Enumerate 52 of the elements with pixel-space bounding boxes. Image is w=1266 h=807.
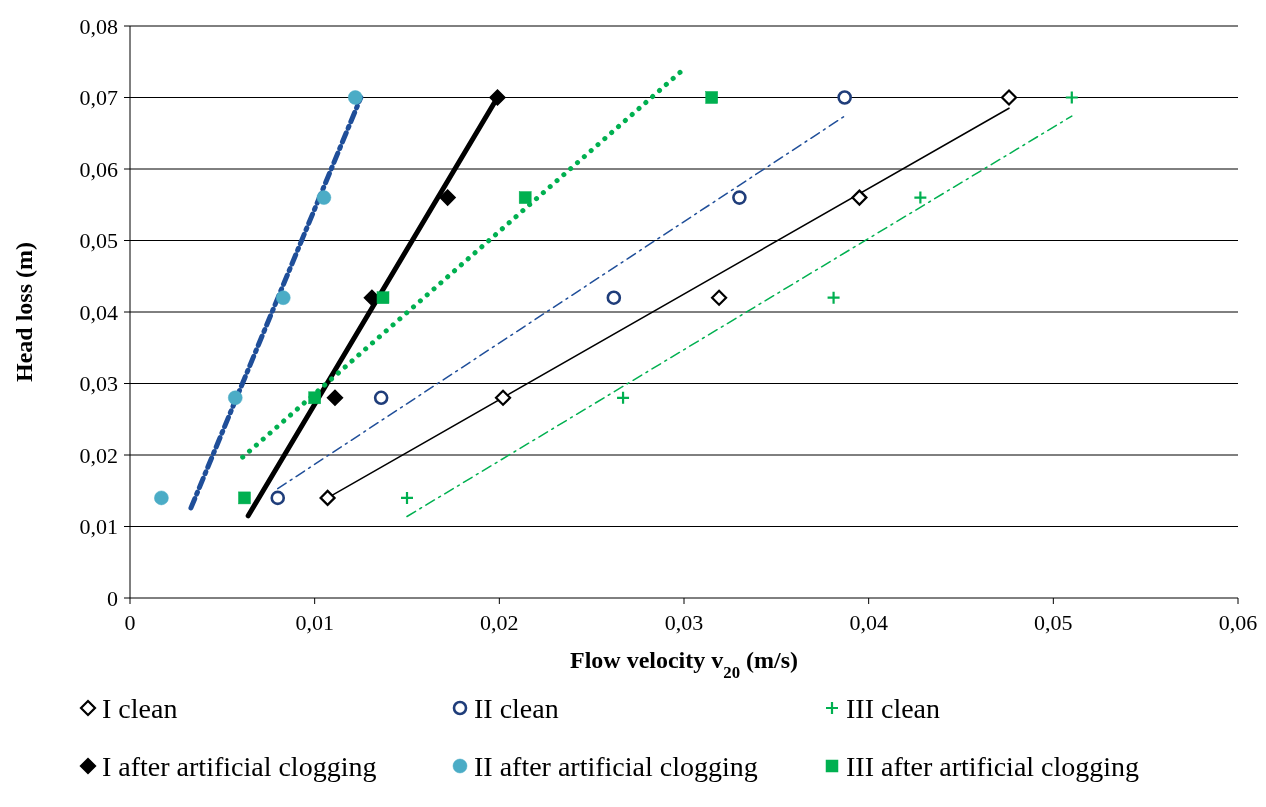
legend-label: II clean <box>474 692 559 724</box>
point <box>319 489 336 506</box>
y-tick-label: 0,08 <box>79 13 118 39</box>
y-tick-label: 0,05 <box>79 228 118 254</box>
point <box>494 389 512 406</box>
legend-label: II after artificial clogging <box>474 750 758 782</box>
point <box>399 490 415 505</box>
point <box>326 389 344 406</box>
legend-label: III after artificial clogging <box>846 750 1140 782</box>
x-tick-label: 0,03 <box>664 610 704 635</box>
y-tick-label: 0,06 <box>79 156 118 182</box>
point <box>439 189 456 206</box>
y-axis-title: Head loss (m) <box>11 242 37 382</box>
point <box>851 189 868 206</box>
x-tick-label: 0,06 <box>1218 610 1258 635</box>
point <box>373 390 389 406</box>
point <box>732 190 747 205</box>
point <box>316 190 332 205</box>
point <box>270 490 286 506</box>
x-axis-title: Flow velocity v$_{20}$ (m/s) <box>569 647 799 682</box>
x-tick-label: 0 <box>124 610 136 635</box>
point <box>826 290 841 305</box>
point <box>913 190 928 205</box>
point <box>615 390 631 405</box>
legend-label: III clean <box>846 692 941 724</box>
point <box>489 89 506 106</box>
legend-label: I clean <box>102 692 178 724</box>
point <box>710 289 728 306</box>
y-tick-label: 0,01 <box>79 514 118 540</box>
x-tick-label: 0,04 <box>849 610 888 635</box>
point <box>518 191 532 204</box>
y-tick-label: 0 <box>107 585 118 611</box>
point <box>1000 89 1018 106</box>
point <box>308 391 321 405</box>
point <box>348 90 363 105</box>
y-tick-label: 0,04 <box>79 299 118 325</box>
point <box>705 91 718 104</box>
legend-label: I after artificial clogging <box>102 750 377 782</box>
x-tick-label: 0,01 <box>295 610 334 635</box>
point <box>238 491 251 505</box>
point <box>376 291 390 304</box>
point <box>837 90 852 105</box>
point <box>1064 90 1079 105</box>
x-tick-label: 0,05 <box>1034 610 1073 635</box>
point <box>276 290 291 305</box>
y-tick-label: 0,07 <box>79 85 118 111</box>
point <box>154 490 169 506</box>
point <box>606 290 622 305</box>
point <box>228 390 243 406</box>
y-tick-label: 0,03 <box>79 371 118 397</box>
x-tick-label: 0,02 <box>480 610 519 635</box>
y-tick-label: 0,02 <box>79 442 118 468</box>
